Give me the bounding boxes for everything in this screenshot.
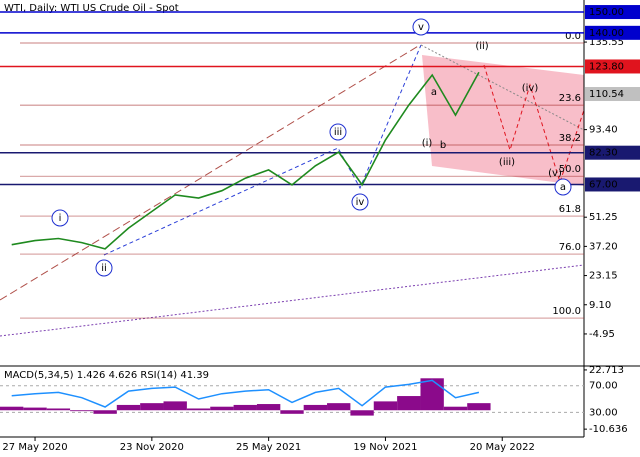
x-tick-label: 27 May 2020 (2, 442, 67, 453)
level-tag (585, 145, 640, 160)
wave-label: ii (101, 263, 107, 274)
fib-label: 100.0 (552, 306, 581, 317)
macd-bar (350, 410, 374, 416)
macd-bar (46, 408, 71, 411)
y-tick-label: 22.713 (589, 365, 624, 376)
wave-circle (554, 178, 572, 196)
wave-label: (i) (422, 138, 433, 149)
y-tick-label: -4.95 (589, 329, 615, 340)
macd-bar (303, 404, 328, 411)
wave-label: a (560, 182, 566, 193)
wave-label: (v) (548, 168, 562, 179)
y-tick-label: 93.40 (589, 125, 618, 136)
macd-bar (420, 378, 444, 411)
wave-label: a (431, 87, 437, 98)
macd-bar (256, 404, 281, 411)
fib-label: 0.0 (565, 31, 581, 42)
y-tick-label: 30.00 (589, 407, 618, 418)
price-tag (585, 87, 640, 102)
macd-bar (327, 403, 351, 411)
wave-label: v (418, 22, 424, 33)
x-tick-label: 23 Nov 2020 (120, 442, 184, 453)
macd-bar (280, 410, 304, 414)
wave-label: i (59, 213, 62, 224)
wave-circle (51, 209, 69, 227)
macd-bar (443, 406, 468, 411)
level-label: 67.00 (589, 179, 618, 190)
macd-bar (467, 403, 491, 411)
level-tag (585, 177, 640, 192)
wave-circle (351, 193, 369, 211)
y-tick-label: 135.55 (589, 37, 624, 48)
fib-label: 23.6 (559, 93, 581, 104)
macd-bar (397, 396, 421, 411)
wave-label: (iv) (522, 83, 539, 94)
wave-line (103, 44, 422, 256)
macd-bar (140, 403, 164, 411)
wave-label: (ii) (475, 41, 488, 52)
macd-bar (233, 404, 257, 411)
macd-bar (186, 408, 211, 411)
y-tick-label: 9.10 (589, 300, 611, 311)
indicator-label: MACD(5,34,5) 1.426 4.626 RSI(14) 41.39 (4, 370, 209, 381)
level-tag (585, 59, 640, 74)
macd-bar (116, 404, 141, 411)
x-tick-label: 20 May 2022 (470, 442, 535, 453)
level-label: 123.80 (589, 61, 624, 72)
y-tick-label: 51.25 (589, 212, 618, 223)
current-price-label: 110.54 (589, 89, 624, 100)
macd-bar (23, 407, 47, 411)
y-tick-label: 70.00 (589, 381, 618, 392)
macd-bar (93, 410, 117, 414)
fib-label: 76.0 (559, 242, 581, 253)
fib-label: 50.0 (559, 164, 581, 175)
level-tag (585, 5, 640, 20)
price-line (11, 71, 480, 250)
wave-line (420, 44, 585, 131)
macd-bar (163, 401, 187, 411)
wave-circle (412, 18, 430, 36)
level-tag (585, 25, 640, 40)
level-label: 82.30 (589, 148, 618, 159)
macd-bar (70, 410, 94, 412)
level-label: 150.00 (589, 7, 624, 18)
rsi-line (11, 379, 480, 408)
x-tick-label: 19 Nov 2021 (353, 442, 417, 453)
y-tick-label: 23.15 (589, 271, 618, 282)
fib-label: 38.2 (559, 133, 581, 144)
wave-circle (95, 259, 113, 277)
macd-bar (373, 401, 398, 411)
chart-title: WTI, Daily: WTI US Crude Oil - Spot (4, 3, 179, 14)
wave-label: iv (356, 197, 365, 208)
y-tick-label: -10.636 (589, 424, 628, 435)
projection-line (483, 64, 585, 184)
wave-label: iii (334, 127, 342, 138)
wave-label: b (440, 140, 446, 151)
fib-label: 61.8 (559, 204, 581, 215)
trend-line (0, 44, 421, 301)
wave-label: (iii) (499, 157, 515, 168)
macd-bar (210, 406, 234, 411)
macd-bar (0, 406, 24, 411)
level-label: 140.00 (589, 28, 624, 39)
wave-circle (329, 123, 347, 141)
y-tick-label: 37.20 (589, 241, 618, 252)
x-tick-label: 25 May 2021 (236, 442, 301, 453)
